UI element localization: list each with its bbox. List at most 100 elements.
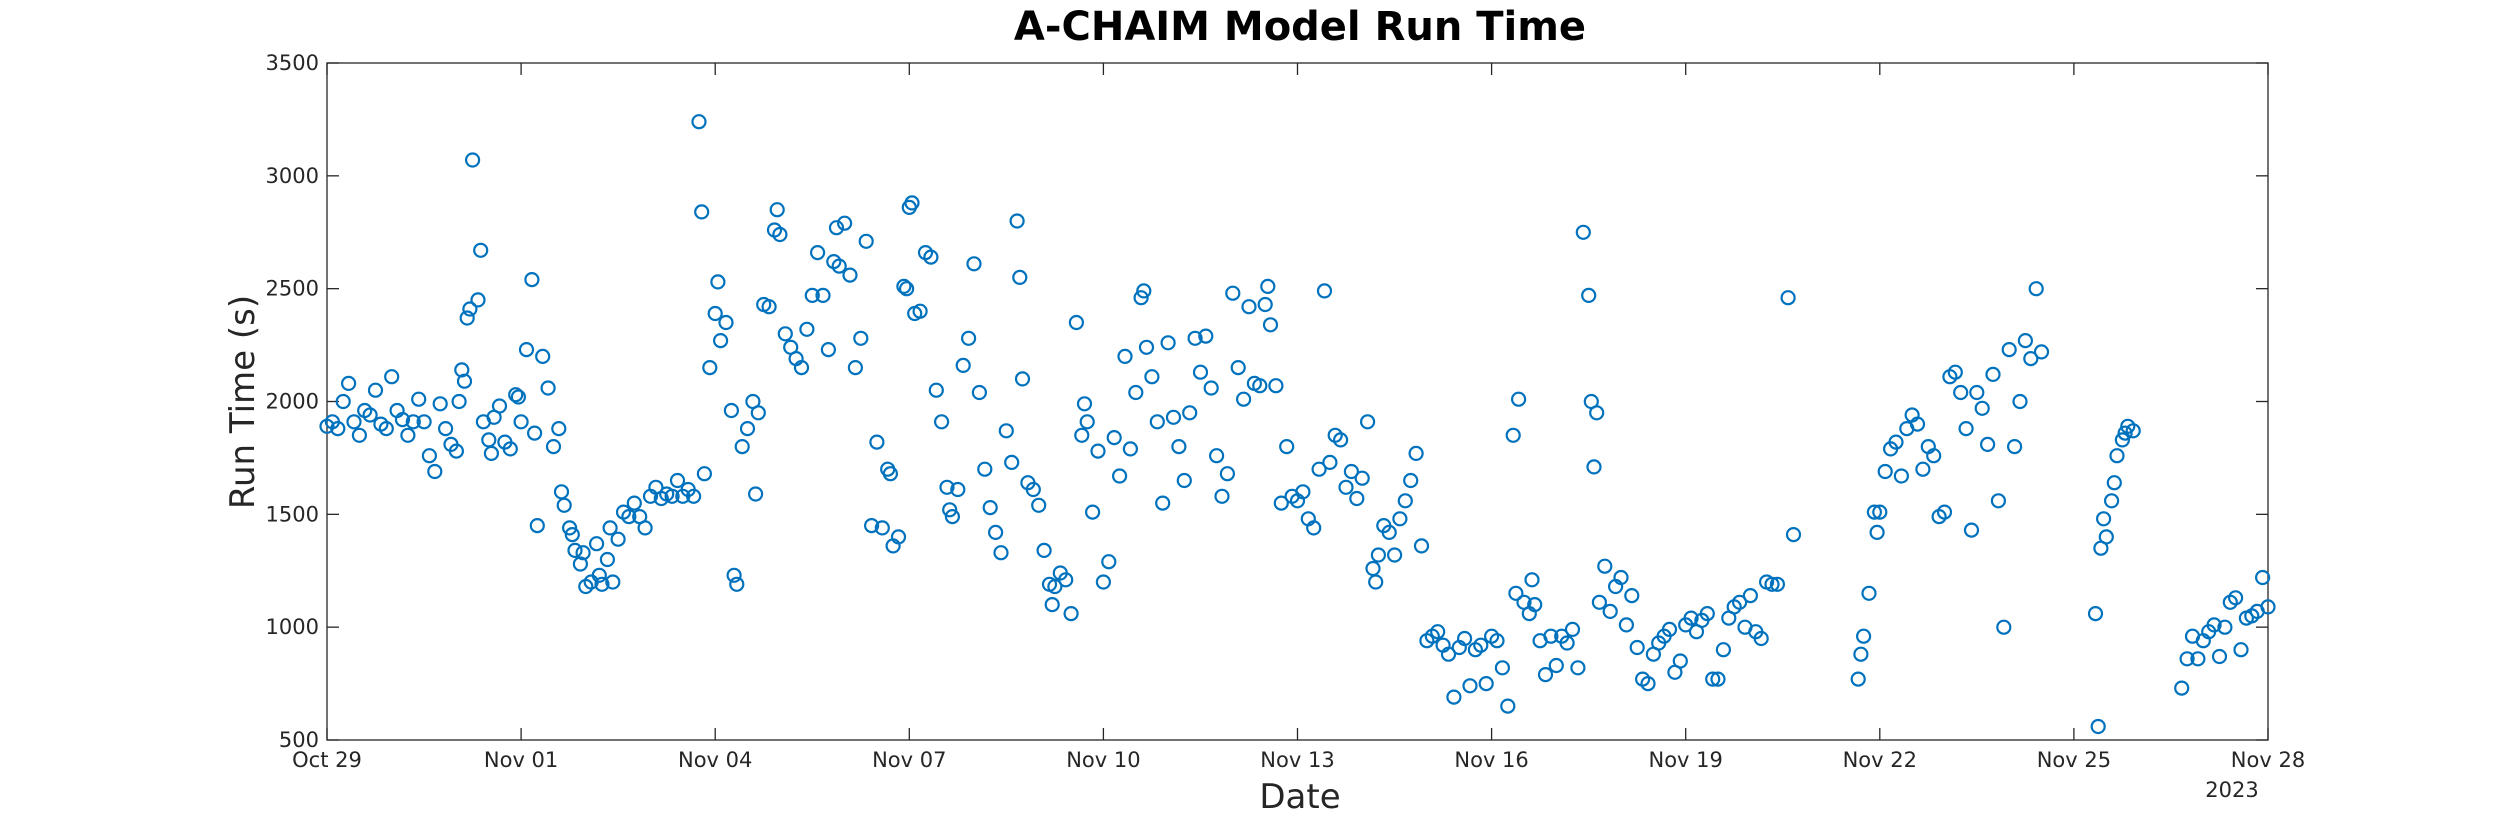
data-point <box>384 369 400 385</box>
data-point <box>1564 621 1581 638</box>
data-point <box>2206 617 2222 633</box>
year-label: 2023 <box>2205 778 2258 802</box>
data-point <box>912 303 928 319</box>
data-point <box>1273 495 1289 511</box>
data-point <box>1144 369 1160 385</box>
data-point <box>1279 439 1295 455</box>
data-point <box>772 226 788 243</box>
data-point <box>2096 511 2112 527</box>
data-point <box>1640 675 1656 692</box>
data-point <box>1349 490 1365 507</box>
data-point <box>1381 524 1397 541</box>
x-tick-label: Nov 28 <box>2231 748 2305 772</box>
data-point <box>421 448 437 464</box>
data-point <box>1252 378 1268 394</box>
data-point <box>335 393 351 410</box>
data-point <box>799 321 815 337</box>
y-tick-label: 1500 <box>266 502 319 526</box>
data-point <box>1262 317 1279 333</box>
data-point <box>1926 448 1942 464</box>
data-point <box>809 245 826 261</box>
data-point <box>1527 596 1543 613</box>
data-point <box>491 398 508 414</box>
data-point <box>411 391 427 407</box>
data-point <box>405 414 421 430</box>
data-point <box>1165 409 1182 425</box>
data-point <box>1629 639 1645 656</box>
data-point <box>2211 648 2228 665</box>
data-point <box>1715 642 1732 658</box>
x-tick-label: Nov 07 <box>872 748 946 772</box>
data-point <box>1591 594 1608 610</box>
data-point <box>1160 335 1176 351</box>
data-point <box>874 520 890 536</box>
data-point <box>998 423 1014 439</box>
data-point <box>1915 461 1931 477</box>
data-point <box>2179 651 2195 667</box>
x-tick-label: Oct 29 <box>292 748 362 772</box>
data-point <box>1235 391 1252 407</box>
data-point <box>599 551 616 568</box>
data-point <box>804 287 820 303</box>
data-point <box>1575 224 1591 240</box>
data-point <box>1136 283 1152 299</box>
data-point <box>564 526 580 543</box>
data-point <box>853 330 869 346</box>
data-point <box>982 500 998 516</box>
data-point <box>529 517 545 534</box>
data-point <box>462 301 478 317</box>
data-point <box>707 305 723 322</box>
data-point <box>1413 538 1430 554</box>
data-point <box>1198 328 1214 344</box>
data-point <box>898 281 915 297</box>
data-point <box>341 375 357 391</box>
data-point <box>1359 414 1376 430</box>
data-point <box>1343 463 1360 480</box>
data-point <box>1063 605 1079 622</box>
data-point <box>1257 296 1273 313</box>
data-point <box>2217 619 2233 635</box>
data-point <box>2033 344 2050 360</box>
data-point <box>1953 384 1969 401</box>
data-point <box>1076 396 1093 412</box>
data-point <box>526 425 543 441</box>
data-point <box>1618 617 1635 633</box>
data-point <box>933 414 950 430</box>
data-point <box>1230 360 1246 376</box>
data-point <box>858 233 874 249</box>
data-point <box>1044 596 1060 613</box>
plot-frame <box>326 62 2269 741</box>
data-point <box>594 576 610 592</box>
data-point <box>815 287 831 303</box>
x-tick-label: Nov 19 <box>1649 748 1723 772</box>
data-point <box>367 382 384 398</box>
data-point <box>510 389 527 405</box>
data-point <box>831 258 847 274</box>
data-point <box>1570 660 1586 676</box>
data-point <box>702 360 718 376</box>
data-point <box>1025 481 1041 498</box>
data-point <box>602 520 618 536</box>
data-point <box>2255 569 2271 586</box>
data-point <box>882 466 899 482</box>
y-tick-label: 500 <box>279 728 319 752</box>
data-point <box>561 520 578 536</box>
data-point <box>1176 472 1192 489</box>
data-point <box>1268 378 1284 394</box>
data-point <box>1311 461 1327 477</box>
data-point <box>842 267 858 283</box>
data-point <box>761 299 777 315</box>
data-point <box>896 278 912 294</box>
data-point <box>556 497 572 513</box>
data-point <box>685 488 702 504</box>
data-point <box>1613 569 1629 586</box>
data-point <box>1872 504 1888 520</box>
data-point <box>470 292 486 308</box>
data-point <box>1392 511 1408 527</box>
y-tick-label: 3500 <box>266 51 319 75</box>
data-point <box>1430 624 1446 640</box>
data-point <box>710 274 726 290</box>
data-point <box>1365 560 1381 577</box>
data-point <box>1586 459 1602 475</box>
